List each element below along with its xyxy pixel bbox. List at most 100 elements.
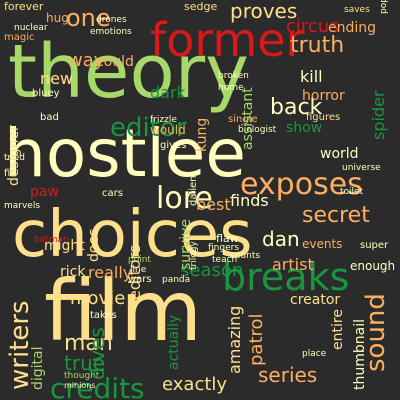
word-horror: horror <box>302 88 345 104</box>
word-spider: spider <box>369 90 388 140</box>
word-artist: artist <box>272 255 314 274</box>
word-minions: minions <box>64 381 95 390</box>
word-back: new <box>40 69 73 88</box>
word-cars: cars <box>102 188 123 199</box>
word-pop: pop <box>379 0 389 14</box>
word-proves: proves <box>230 0 297 23</box>
word-credits: credits <box>50 372 145 400</box>
word-best: best <box>196 195 231 214</box>
word-flaw: flaw <box>216 232 239 245</box>
word-patrol: patrol <box>246 313 267 366</box>
word-tried: tried <box>4 153 25 163</box>
word-digital: digital <box>30 346 46 390</box>
word-events: events <box>302 237 342 251</box>
word-point: point <box>128 255 151 265</box>
word-emotions: emotions <box>90 27 132 37</box>
word-editors: editors <box>125 245 144 300</box>
word-survive: survive <box>178 219 194 270</box>
word-place: place <box>302 349 327 359</box>
word-man: man <box>64 331 113 356</box>
word-movie: movie <box>70 288 125 309</box>
word-would: would <box>150 123 186 137</box>
word-wars: wars <box>128 274 152 285</box>
word-show: show <box>286 120 322 136</box>
word-frizzle: frizzle <box>150 115 177 125</box>
word-designer: designer <box>6 125 22 186</box>
word-hug: hug <box>46 11 69 25</box>
word-choices: choices <box>12 198 253 272</box>
word-saves: saves <box>344 5 370 15</box>
word-thought: thought <box>64 371 100 381</box>
word-batman: batman <box>34 235 69 245</box>
word-dan: dan <box>262 227 300 251</box>
word-actually: actually <box>166 315 182 370</box>
word-assistant: assistant <box>240 87 256 150</box>
word-line: line <box>130 265 147 275</box>
word-figures: figures <box>306 112 340 123</box>
word-single: biologist <box>238 125 277 135</box>
word-way: way <box>68 50 105 71</box>
word-fix: fix <box>4 168 16 179</box>
word-rick: really <box>88 263 132 282</box>
word-takes: takes <box>90 310 117 321</box>
word-trilogy: trilogy <box>189 241 199 270</box>
word-home: home <box>218 83 244 93</box>
word-breaks: breaks <box>222 255 349 299</box>
word-magic: magic <box>4 32 35 43</box>
word-fingers: fingers <box>208 243 239 253</box>
word-former: former <box>150 13 305 67</box>
word-universe: universe <box>342 163 381 173</box>
word-bad: bad <box>40 112 59 123</box>
word-true: true <box>64 351 105 375</box>
word-film: film <box>44 262 202 360</box>
word-drones: drones <box>96 15 127 25</box>
word-ending: ending <box>328 20 376 36</box>
word-hostlee: hostlee <box>4 115 246 192</box>
word-new: dark <box>150 83 187 102</box>
word-finds: finds <box>230 191 269 210</box>
word-panda: panda <box>162 275 190 285</box>
word-thumbnail: thumbnail <box>352 319 368 390</box>
word-counts: counts <box>230 251 260 261</box>
word-secret: secret <box>302 203 370 228</box>
word-lore: lore <box>156 181 213 216</box>
word-toilet: toilet <box>340 187 364 197</box>
word-marvels: marvels <box>4 201 40 211</box>
word-exactly: exactly <box>162 374 227 395</box>
word-writers: writers <box>5 300 35 390</box>
word-editor: editor <box>110 113 187 143</box>
word-forever: forever <box>4 0 44 13</box>
word-teach: teach <box>212 255 237 265</box>
word-dark: back <box>270 95 323 120</box>
word-does: does <box>86 229 102 262</box>
word-really: rick <box>60 264 86 280</box>
word-one: one <box>66 4 111 32</box>
word-exposes: exposes <box>240 167 363 202</box>
word-theory: theory <box>8 29 249 115</box>
word-sound: sound <box>361 293 391 372</box>
word-amazing: amazing <box>225 306 244 374</box>
word-creator: creator <box>290 292 340 308</box>
word-truth: truth <box>290 33 344 58</box>
word-sedge: sedge <box>184 0 217 13</box>
word-might: might <box>44 238 85 254</box>
word-bluey: bluey <box>32 88 60 99</box>
word-super: super <box>360 240 389 251</box>
word-biologist: single <box>228 114 258 125</box>
word-season: season <box>180 260 243 281</box>
word-paw: paw <box>30 184 59 200</box>
word-dalien: dalien <box>188 175 199 206</box>
word-broken: broken <box>218 71 249 81</box>
word-kill: kill <box>300 67 323 86</box>
word-nuclear: nuclear <box>14 23 48 33</box>
word-series: series <box>258 363 317 387</box>
word-world: world <box>320 146 359 162</box>
word-could: could <box>96 54 134 70</box>
word-entire: entire <box>330 309 346 350</box>
word-kung: kung <box>194 118 210 152</box>
word-enough: enough <box>350 259 395 273</box>
word-dives: dives <box>85 327 109 380</box>
word-gives: gives <box>160 140 186 151</box>
